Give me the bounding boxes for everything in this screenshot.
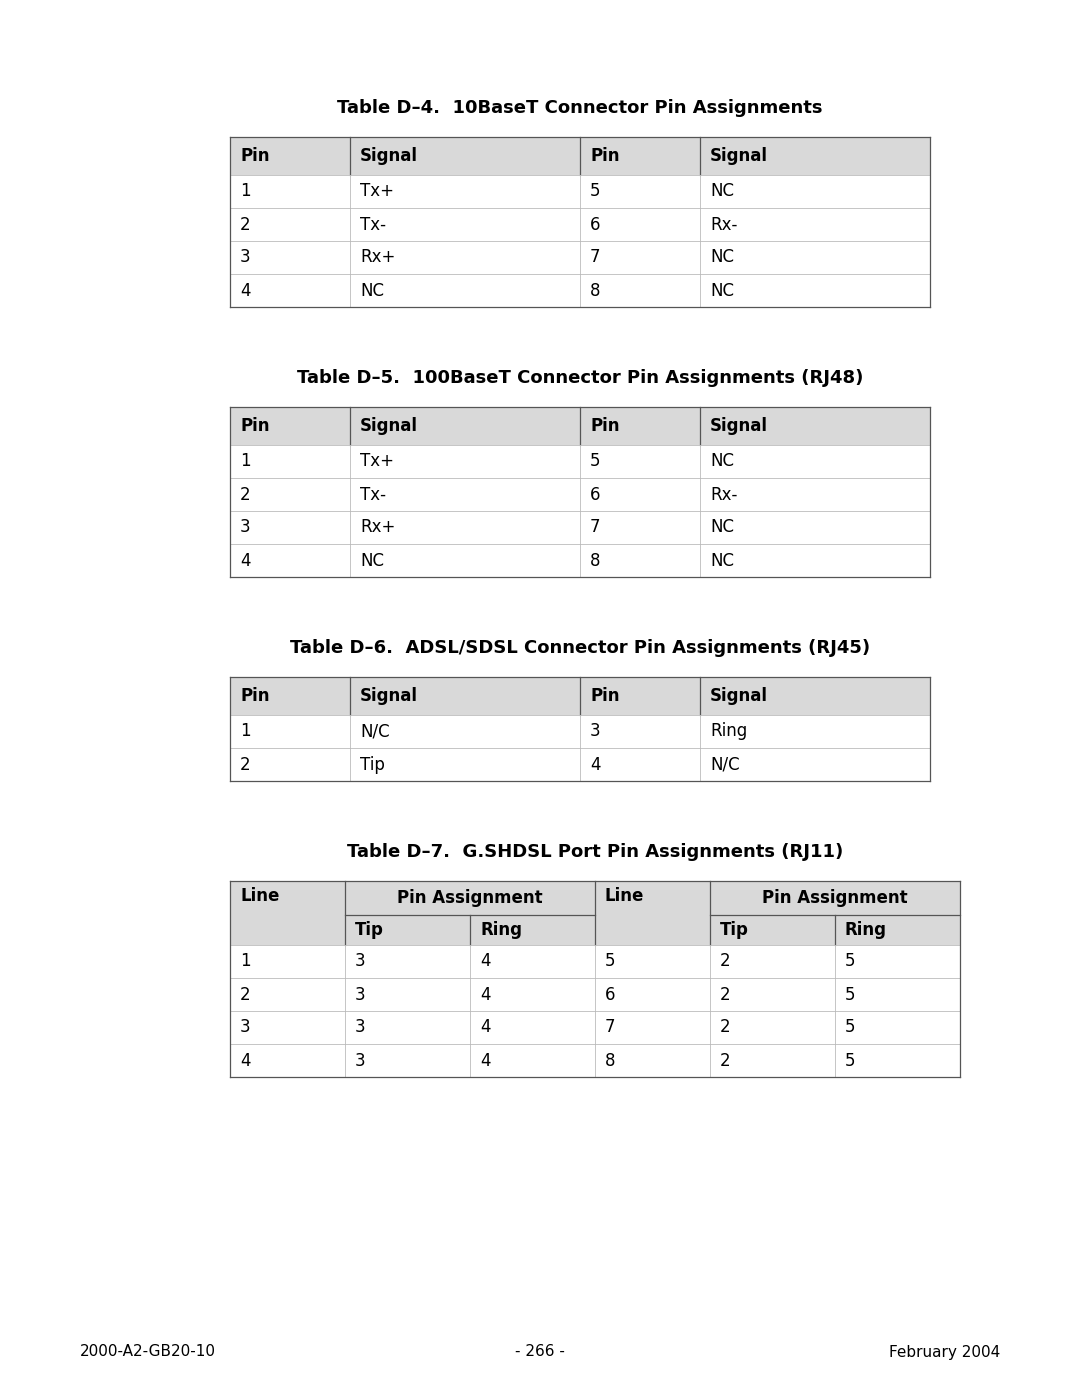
Text: Signal: Signal <box>360 147 418 165</box>
Text: 6: 6 <box>590 215 600 233</box>
Bar <box>230 678 930 715</box>
Text: Ring: Ring <box>845 921 887 939</box>
Text: 4: 4 <box>480 953 490 971</box>
Text: NC: NC <box>710 183 734 201</box>
Text: 1: 1 <box>240 953 251 971</box>
Text: 2: 2 <box>240 215 251 233</box>
Text: 3: 3 <box>240 518 251 536</box>
Text: Signal: Signal <box>360 416 418 434</box>
Text: Pin: Pin <box>590 416 620 434</box>
Text: Signal: Signal <box>710 416 768 434</box>
Text: Rx+: Rx+ <box>360 518 395 536</box>
Text: 4: 4 <box>480 985 490 1003</box>
Text: Pin: Pin <box>240 147 270 165</box>
Text: Pin Assignment: Pin Assignment <box>762 888 908 907</box>
Text: 2: 2 <box>240 756 251 774</box>
Text: 5: 5 <box>845 985 855 1003</box>
Text: 2: 2 <box>240 486 251 503</box>
Text: Rx-: Rx- <box>710 215 738 233</box>
Text: 6: 6 <box>605 985 616 1003</box>
Text: 8: 8 <box>590 552 600 570</box>
Text: Signal: Signal <box>710 147 768 165</box>
Text: 3: 3 <box>355 985 366 1003</box>
Text: Pin: Pin <box>590 147 620 165</box>
Text: 4: 4 <box>480 1018 490 1037</box>
Text: Signal: Signal <box>710 687 768 705</box>
Text: 2: 2 <box>720 1052 731 1070</box>
Text: Tx-: Tx- <box>360 215 386 233</box>
Text: 7: 7 <box>590 518 600 536</box>
Text: N/C: N/C <box>710 756 740 774</box>
Text: 5: 5 <box>845 953 855 971</box>
Text: 8: 8 <box>605 1052 616 1070</box>
Text: Table D–7.  G.SHDSL Port Pin Assignments (RJ11): Table D–7. G.SHDSL Port Pin Assignments … <box>347 842 843 861</box>
Text: 1: 1 <box>240 722 251 740</box>
Text: NC: NC <box>360 282 384 299</box>
Text: NC: NC <box>360 552 384 570</box>
Text: February 2004: February 2004 <box>889 1344 1000 1359</box>
Text: - 266 -: - 266 - <box>515 1344 565 1359</box>
Text: Tip: Tip <box>720 921 748 939</box>
Text: 8: 8 <box>590 282 600 299</box>
Text: 5: 5 <box>845 1018 855 1037</box>
Text: Rx-: Rx- <box>710 486 738 503</box>
Bar <box>230 137 930 175</box>
Text: Ring: Ring <box>710 722 747 740</box>
Text: N/C: N/C <box>360 722 390 740</box>
Text: 3: 3 <box>240 249 251 267</box>
Text: Line: Line <box>605 887 645 905</box>
Text: 4: 4 <box>240 552 251 570</box>
Text: 3: 3 <box>590 722 600 740</box>
Text: 5: 5 <box>845 1052 855 1070</box>
Text: Tip: Tip <box>355 921 383 939</box>
Text: Signal: Signal <box>360 687 418 705</box>
Text: 5: 5 <box>590 183 600 201</box>
Text: 3: 3 <box>240 1018 251 1037</box>
Text: 2: 2 <box>720 985 731 1003</box>
Text: Table D–5.  100BaseT Connector Pin Assignments (RJ48): Table D–5. 100BaseT Connector Pin Assign… <box>297 369 863 387</box>
Text: 3: 3 <box>355 953 366 971</box>
Text: Pin: Pin <box>590 687 620 705</box>
Text: 4: 4 <box>480 1052 490 1070</box>
Text: 2: 2 <box>720 1018 731 1037</box>
Text: 5: 5 <box>605 953 616 971</box>
Text: 2: 2 <box>720 953 731 971</box>
Text: Tip: Tip <box>360 756 384 774</box>
Text: 7: 7 <box>605 1018 616 1037</box>
Text: NC: NC <box>710 518 734 536</box>
Text: NC: NC <box>710 249 734 267</box>
Text: Tx+: Tx+ <box>360 453 394 471</box>
Text: Line: Line <box>240 887 280 905</box>
Text: 5: 5 <box>590 453 600 471</box>
Text: 7: 7 <box>590 249 600 267</box>
Text: Pin Assignment: Pin Assignment <box>397 888 543 907</box>
Text: Tx-: Tx- <box>360 486 386 503</box>
Text: 3: 3 <box>355 1018 366 1037</box>
Text: 1: 1 <box>240 453 251 471</box>
Text: Ring: Ring <box>480 921 522 939</box>
Text: NC: NC <box>710 453 734 471</box>
Text: 4: 4 <box>240 282 251 299</box>
Text: 4: 4 <box>240 1052 251 1070</box>
Text: 3: 3 <box>355 1052 366 1070</box>
Text: 6: 6 <box>590 486 600 503</box>
Text: 1: 1 <box>240 183 251 201</box>
Text: 2000-A2-GB20-10: 2000-A2-GB20-10 <box>80 1344 216 1359</box>
Text: Pin: Pin <box>240 687 270 705</box>
Text: Rx+: Rx+ <box>360 249 395 267</box>
Text: Pin: Pin <box>240 416 270 434</box>
Bar <box>230 407 930 446</box>
Text: 4: 4 <box>590 756 600 774</box>
Text: Tx+: Tx+ <box>360 183 394 201</box>
Bar <box>230 882 960 944</box>
Text: Table D–4.  10BaseT Connector Pin Assignments: Table D–4. 10BaseT Connector Pin Assignm… <box>337 99 823 117</box>
Text: Table D–6.  ADSL/SDSL Connector Pin Assignments (RJ45): Table D–6. ADSL/SDSL Connector Pin Assig… <box>289 638 870 657</box>
Text: NC: NC <box>710 282 734 299</box>
Text: NC: NC <box>710 552 734 570</box>
Text: 2: 2 <box>240 985 251 1003</box>
